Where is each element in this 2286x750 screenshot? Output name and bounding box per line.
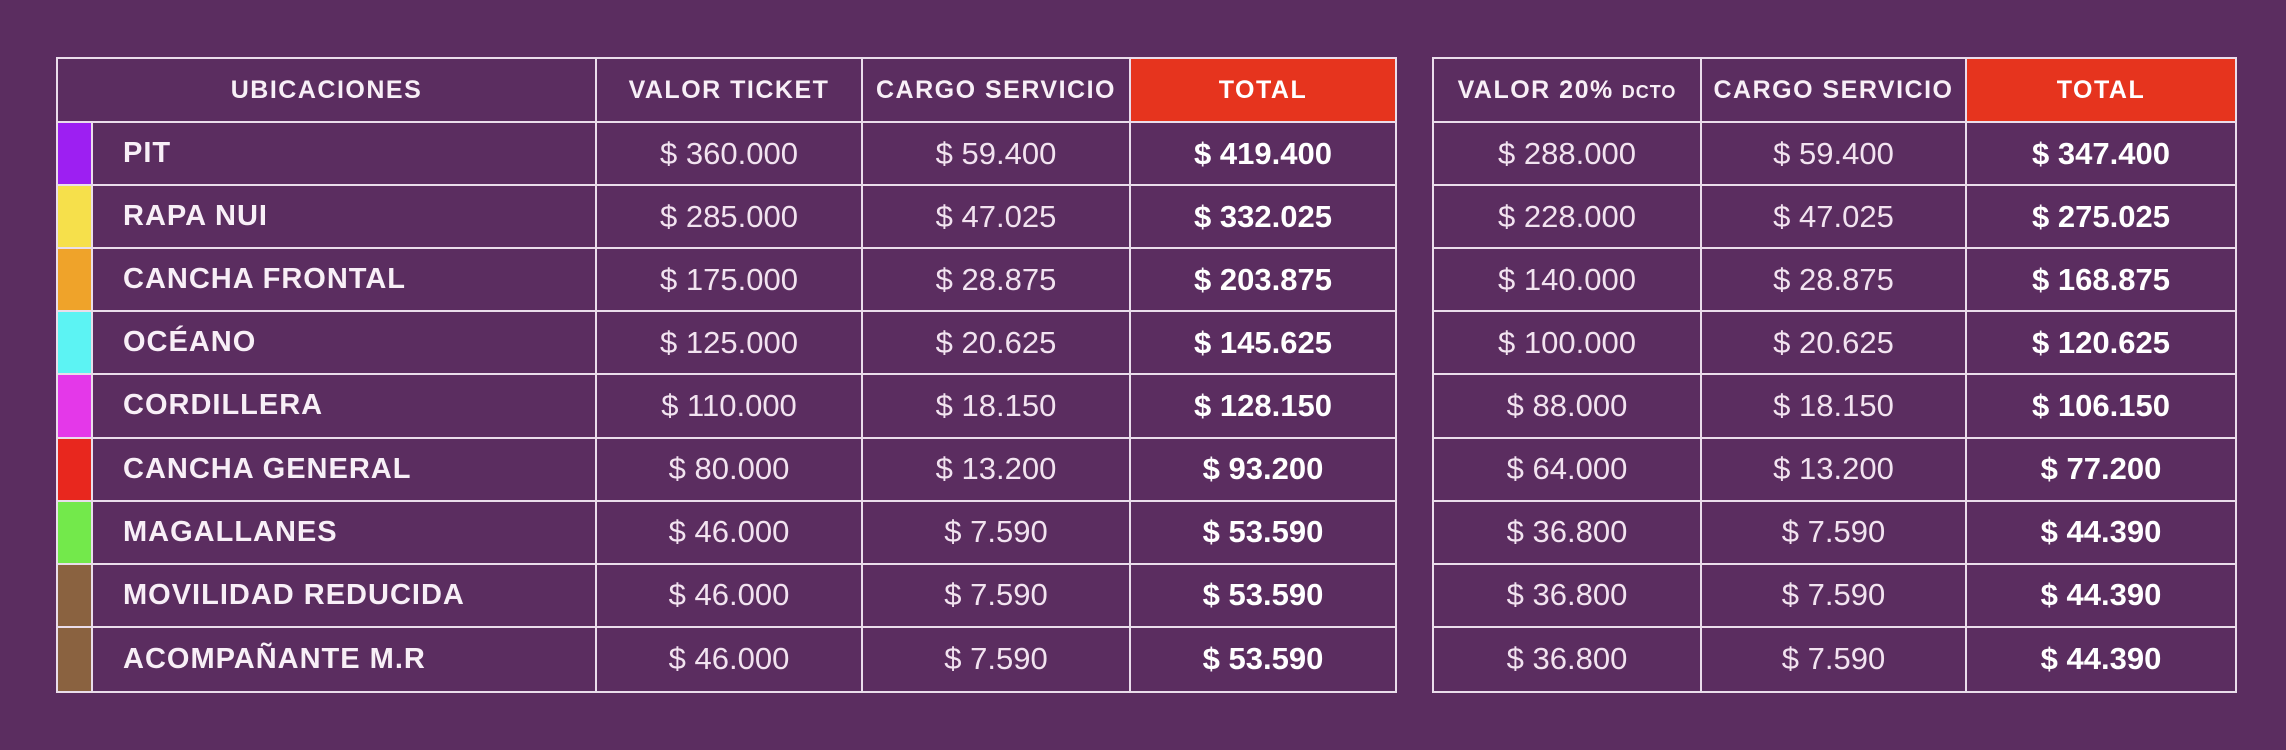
total-cell: $ 44.390: [2040, 641, 2162, 677]
ticket-value-cell: $ 46.000: [597, 501, 863, 565]
zone-name: MOVILIDAD REDUCIDA: [93, 564, 597, 628]
discount-value-cell: $ 36.800: [1434, 627, 1702, 691]
total-cell: $ 128.150: [1131, 375, 1395, 439]
discount-value-cell: $ 228.000: [1434, 186, 1702, 250]
service-charge-cell: $ 28.875: [863, 249, 1131, 313]
total-cell: $ 145.625: [1131, 312, 1395, 376]
ticket-value-cell: $ 110.000: [597, 375, 863, 439]
service-charge-cell: $ 28.875: [1702, 249, 1967, 313]
discount-value-cell: $ 140.000: [1434, 249, 1702, 313]
discount-value-cell: $ 36.800: [1434, 564, 1702, 628]
col-header-cargo-servicio: CARGO SERVICIO: [1702, 59, 1967, 123]
total-cell: $ 44.390: [1967, 565, 2235, 628]
zone-color-swatch: [58, 312, 93, 376]
discount-value-cell: $ 288.000: [1434, 123, 1702, 187]
ticket-value-cell: $ 46.000: [597, 564, 863, 628]
service-charge-cell: $ 59.400: [1702, 123, 1967, 187]
service-charge-cell: $ 7.590: [863, 501, 1131, 565]
col-header-ubicaciones: UBICACIONES: [58, 59, 597, 123]
total-cell: $ 120.625: [1967, 312, 2235, 376]
ticket-value-cell: $ 46.000: [597, 627, 863, 691]
total-cell: $ 93.200: [1131, 439, 1395, 502]
discount-price-table: VALOR 20% DCTO CARGO SERVICIO TOTAL $ 288…: [1432, 57, 2237, 693]
col-header-valor-ticket: VALOR TICKET: [597, 59, 863, 123]
total-cell: $ 77.200: [1967, 439, 2235, 502]
col-header-cargo-servicio: CARGO SERVICIO: [863, 59, 1131, 123]
col-header-total: TOTAL: [1131, 59, 1395, 123]
service-charge-cell: $ 7.590: [863, 627, 1131, 691]
zone-color-swatch: [58, 564, 93, 628]
ticket-value-cell: $ 80.000: [597, 438, 863, 502]
total-cell: $ 332.025: [1131, 186, 1395, 250]
zone-name: ACOMPAÑANTE M.R: [93, 627, 597, 691]
discount-value-cell: $ 64.000: [1434, 438, 1702, 502]
service-charge-cell: $ 18.150: [863, 375, 1131, 439]
zone-color-swatch: [58, 501, 93, 565]
zone-color-swatch: [58, 627, 93, 691]
zone-name: MAGALLANES: [93, 501, 597, 565]
discount-value-cell: $ 36.800: [1434, 501, 1702, 565]
service-charge-cell: $ 47.025: [863, 186, 1131, 250]
service-charge-cell: $ 47.025: [1702, 186, 1967, 250]
zone-color-swatch: [58, 249, 93, 313]
total-cell: $ 275.025: [1967, 186, 2235, 250]
zone-name: CANCHA FRONTAL: [93, 249, 597, 313]
zone-color-swatch: [58, 123, 93, 187]
total-cell: $ 53.590: [1202, 641, 1324, 677]
service-charge-cell: $ 18.150: [1702, 375, 1967, 439]
ticket-value-cell: $ 285.000: [597, 186, 863, 250]
service-charge-cell: $ 20.625: [863, 312, 1131, 376]
zone-color-swatch: [58, 438, 93, 502]
total-cell: $ 44.390: [1967, 502, 2235, 565]
ticket-value-cell: $ 360.000: [597, 123, 863, 187]
discount-value-cell: $ 88.000: [1434, 375, 1702, 439]
service-charge-cell: $ 7.590: [863, 564, 1131, 628]
total-cell: $ 203.875: [1131, 249, 1395, 313]
service-charge-cell: $ 7.590: [1702, 564, 1967, 628]
header-valor-20-main: VALOR 20%: [1457, 75, 1614, 104]
service-charge-cell: $ 13.200: [1702, 438, 1967, 502]
zone-name: PIT: [93, 123, 597, 187]
total-cell: $ 347.400: [1967, 123, 2235, 187]
ticket-value-cell: $ 125.000: [597, 312, 863, 376]
zone-name: OCÉANO: [93, 312, 597, 376]
col-header-total: TOTAL: [1967, 59, 2235, 123]
header-dcto-suffix: DCTO: [1621, 81, 1677, 102]
discount-value-cell: $ 100.000: [1434, 312, 1702, 376]
zone-color-swatch: [58, 186, 93, 250]
total-cell: $ 53.590: [1131, 565, 1395, 628]
total-cell: $ 419.400: [1131, 123, 1395, 187]
service-charge-cell: $ 7.590: [1702, 501, 1967, 565]
col-header-valor-20-dcto: VALOR 20% DCTO: [1434, 59, 1702, 123]
total-cell: $ 53.590: [1131, 502, 1395, 565]
zone-name: CANCHA GENERAL: [93, 438, 597, 502]
total-cell: $ 168.875: [1967, 249, 2235, 313]
service-charge-cell: $ 20.625: [1702, 312, 1967, 376]
ticket-value-cell: $ 175.000: [597, 249, 863, 313]
service-charge-cell: $ 7.590: [1702, 627, 1967, 691]
total-cell: $ 106.150: [1967, 375, 2235, 439]
zone-name: CORDILLERA: [93, 375, 597, 439]
zone-name: RAPA NUI: [93, 186, 597, 250]
full-price-table: UBICACIONES VALOR TICKET CARGO SERVICIO …: [56, 57, 1397, 693]
service-charge-cell: $ 59.400: [863, 123, 1131, 187]
service-charge-cell: $ 13.200: [863, 438, 1131, 502]
zone-color-swatch: [58, 375, 93, 439]
